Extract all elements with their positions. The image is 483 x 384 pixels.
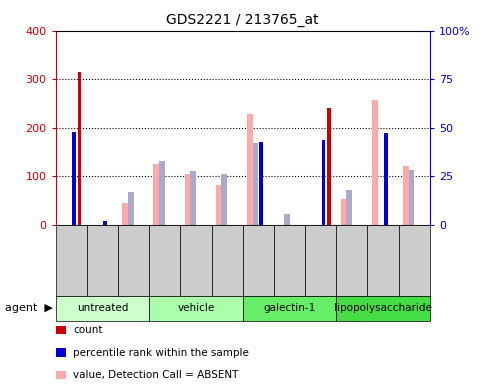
Bar	[185, 174, 190, 225]
Bar	[327, 108, 331, 225]
Bar	[372, 99, 378, 225]
Bar	[154, 164, 159, 225]
Title: GDS2221 / 213765_at: GDS2221 / 213765_at	[167, 13, 319, 27]
Bar	[247, 114, 253, 225]
Text: percentile rank within the sample: percentile rank within the sample	[73, 348, 249, 358]
Text: untreated: untreated	[77, 303, 128, 313]
Bar	[72, 132, 76, 225]
Text: vehicle: vehicle	[177, 303, 214, 313]
Bar	[128, 192, 134, 225]
Bar	[409, 170, 414, 225]
Bar	[284, 214, 290, 225]
Bar	[78, 72, 81, 225]
Bar	[322, 140, 325, 225]
Bar	[341, 199, 346, 225]
Bar	[403, 167, 409, 225]
Bar	[159, 161, 165, 225]
Bar	[216, 185, 222, 225]
Bar	[103, 221, 107, 225]
Text: galectin-1: galectin-1	[263, 303, 315, 313]
Bar	[253, 143, 258, 225]
Text: lipopolysaccharide: lipopolysaccharide	[334, 303, 432, 313]
Bar	[259, 142, 263, 225]
Bar	[384, 134, 387, 225]
Bar	[190, 171, 196, 225]
Bar	[221, 174, 227, 225]
Text: count: count	[73, 325, 103, 335]
Bar	[122, 203, 128, 225]
Text: agent  ▶: agent ▶	[5, 303, 53, 313]
Text: value, Detection Call = ABSENT: value, Detection Call = ABSENT	[73, 370, 239, 380]
Bar	[346, 190, 352, 225]
